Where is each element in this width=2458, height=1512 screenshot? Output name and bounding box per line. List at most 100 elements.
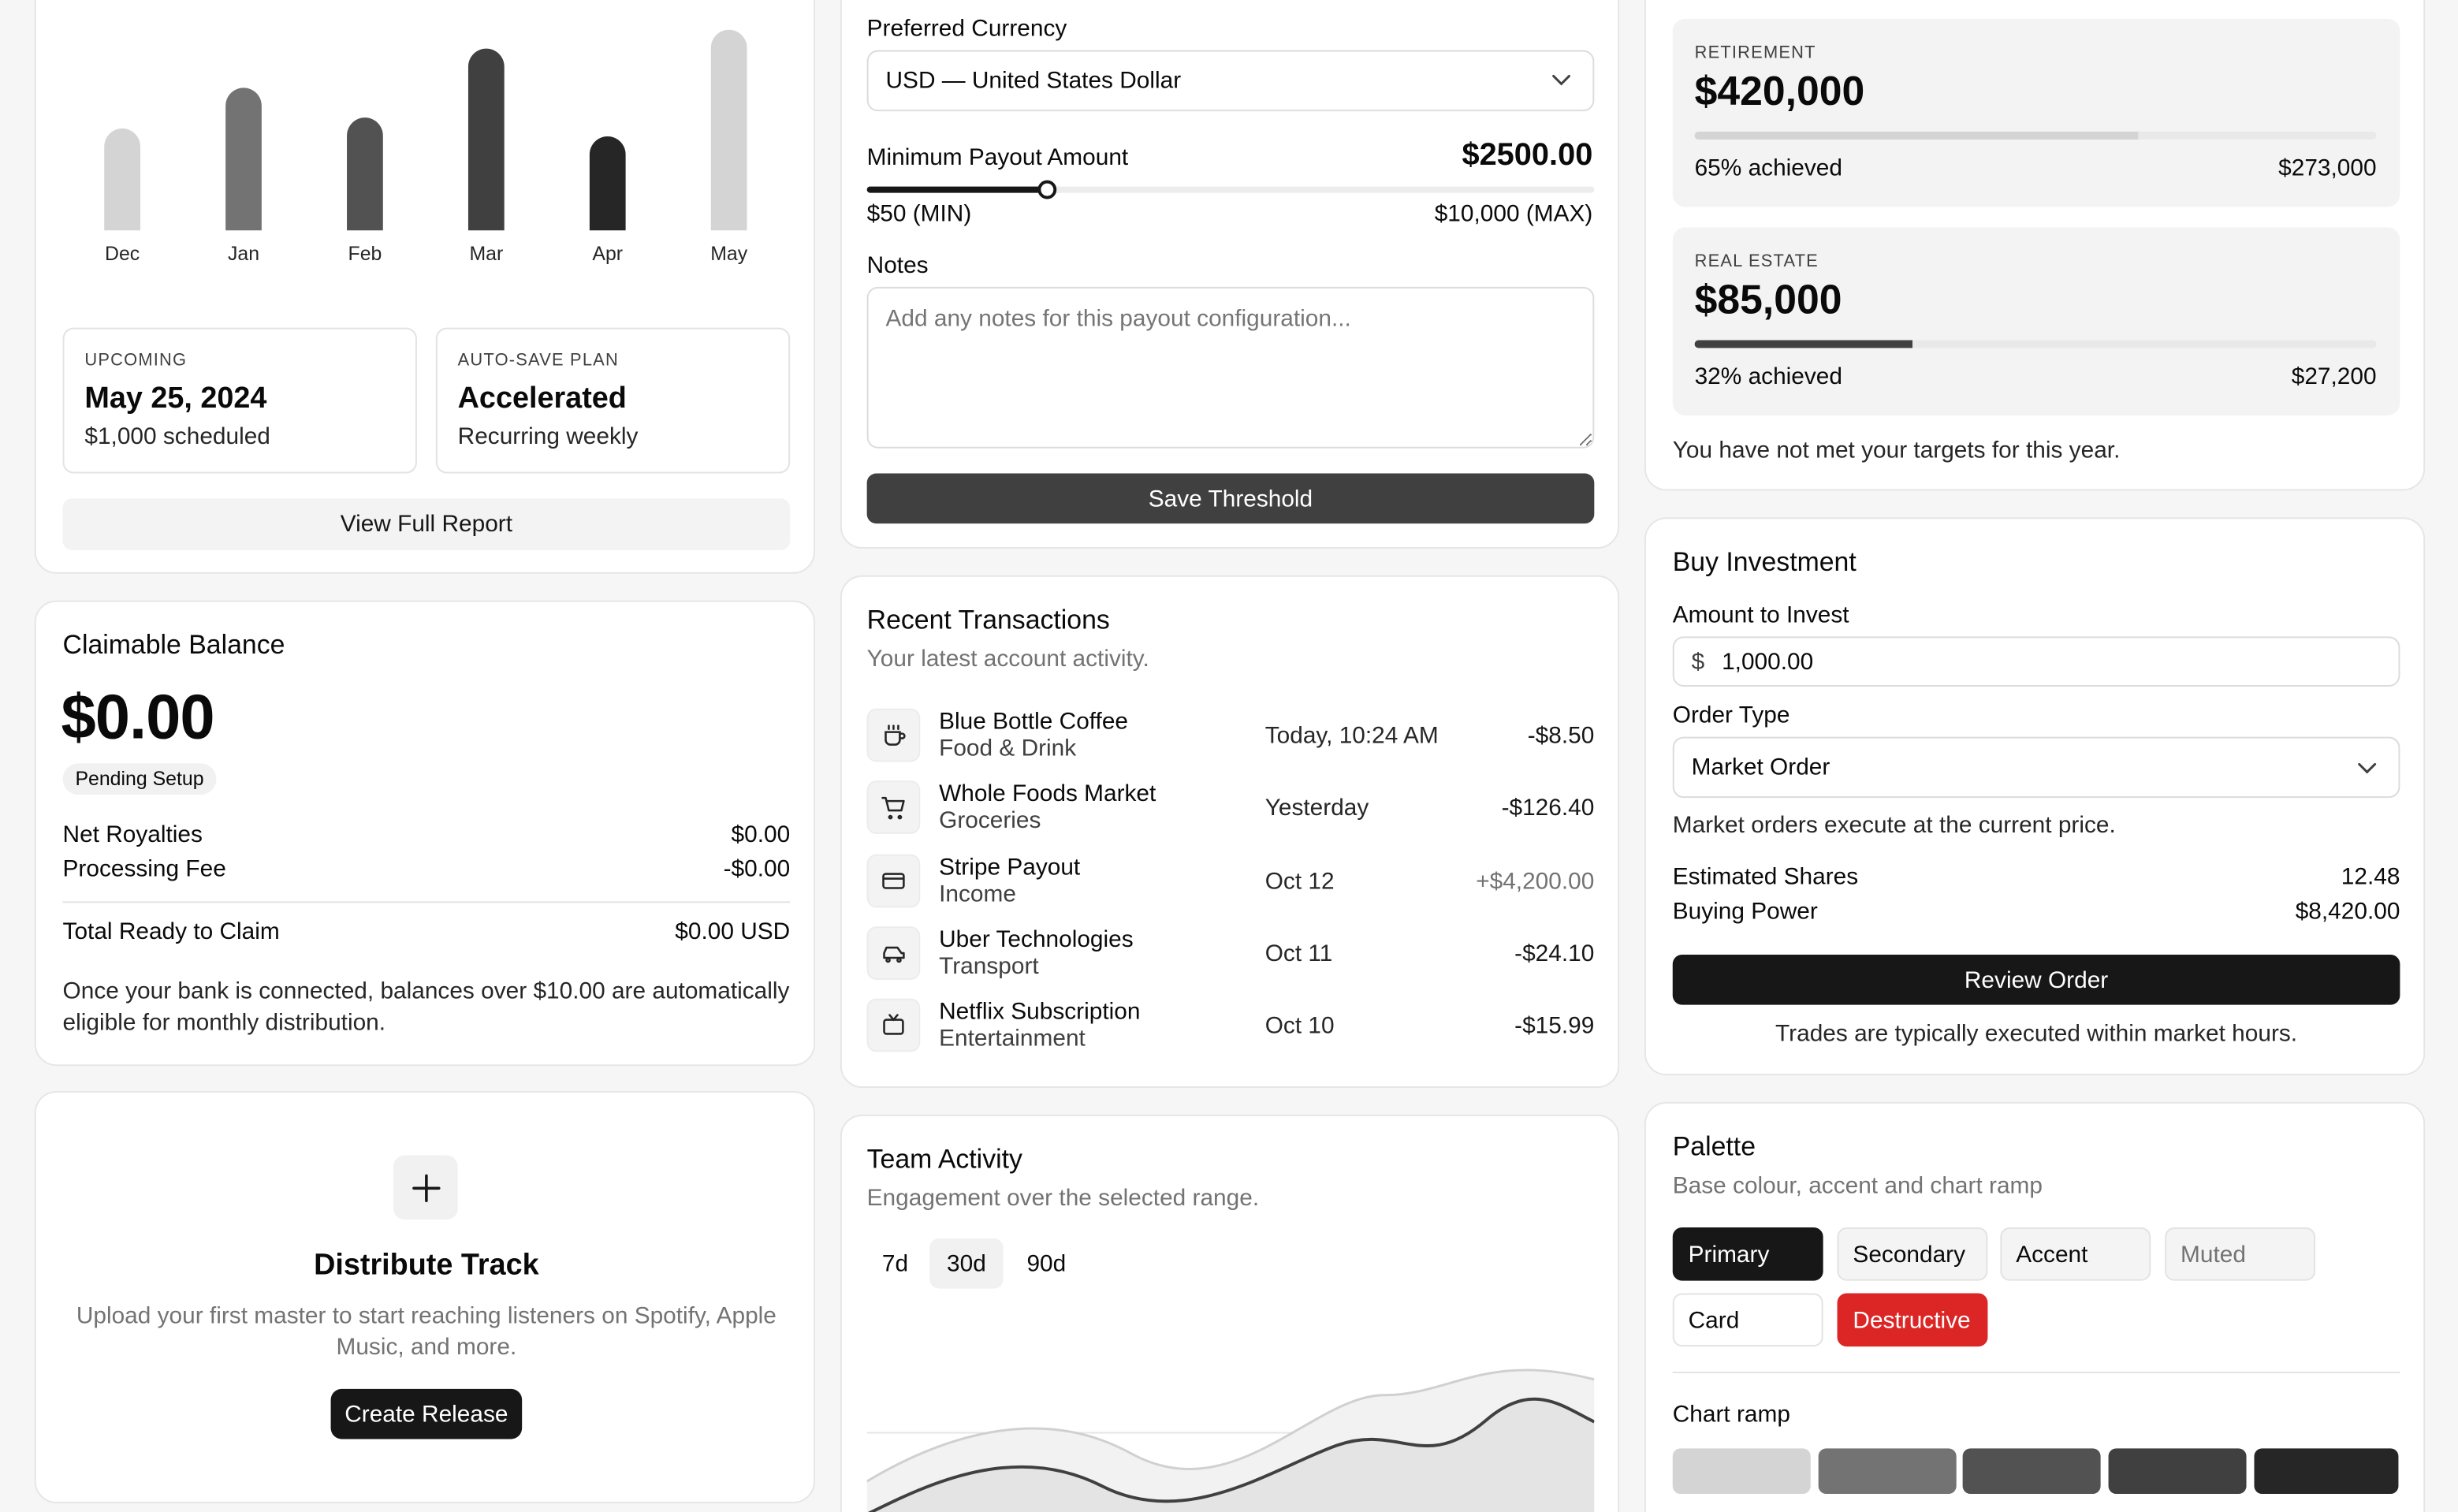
cart-icon <box>866 780 921 835</box>
savings-card: Dec Jan Feb Mar Apr May UPCOMING May 25, 2024… <box>34 0 816 574</box>
bar-dec <box>104 128 140 231</box>
ramp-swatch <box>2254 1448 2399 1495</box>
order-type-label: Order Type <box>1672 702 1790 729</box>
notes-label: Notes <box>866 252 929 279</box>
transaction-row[interactable]: Whole Foods Market Groceries Yesterday -… <box>866 780 1594 838</box>
car-icon <box>866 925 921 980</box>
transaction-row[interactable]: Blue Bottle Coffee Food & Drink Today, 1… <box>866 708 1594 765</box>
chevron-down-icon <box>1552 74 1570 86</box>
bar-may <box>710 29 747 231</box>
order-type-value: Market Order <box>1691 754 1830 781</box>
goal-target: $85,000 <box>1694 275 1842 323</box>
amount-label: Amount to Invest <box>1672 601 1849 629</box>
autosave-label: AUTO-SAVE PLAN <box>457 351 619 371</box>
goal-target: $420,000 <box>1694 67 1865 115</box>
view-full-report-button[interactable]: View Full Report <box>62 498 791 550</box>
slider-min-label: $50 (MIN) <box>866 200 972 228</box>
divider <box>1672 1371 2400 1373</box>
buy-footer: Trades are typically executed within mar… <box>1775 1020 2298 1048</box>
bar-mar <box>467 48 505 231</box>
ramp-swatch <box>1818 1448 1957 1495</box>
processing-fee-row: Processing Fee -$0.00 <box>63 856 791 883</box>
transaction-name: Uber Technologies <box>939 925 1134 953</box>
transaction-date: Today, 10:24 AM <box>1264 722 1439 750</box>
savings-bar-chart: Dec Jan Feb Mar Apr May <box>36 2 814 284</box>
currency-label: Preferred Currency <box>866 15 1067 43</box>
chip-card[interactable]: Card <box>1672 1293 1823 1347</box>
goal-achieved: 65% achieved <box>1694 155 1842 182</box>
plus-icon[interactable] <box>393 1155 458 1220</box>
palette-subtitle: Base colour, accent and chart ramp <box>1672 1172 2043 1200</box>
transaction-category: Income <box>939 880 1016 907</box>
payout-slider[interactable] <box>866 180 1595 199</box>
autosave-box: AUTO-SAVE PLAN Accelerated Recurring wee… <box>435 327 791 474</box>
amount-value: 1,000.00 <box>1722 648 1814 676</box>
transaction-category: Transport <box>939 952 1039 980</box>
palette-title: Palette <box>1672 1131 1756 1162</box>
bar-label: Dec <box>105 244 140 265</box>
buying-power-value: $8,420.00 <box>2295 898 2400 925</box>
goal-progress-track <box>1694 340 2377 348</box>
bar-label: Feb <box>348 244 382 265</box>
upcoming-label: UPCOMING <box>84 351 188 371</box>
total-claim-row: Total Ready to Claim $0.00 USD <box>63 918 791 945</box>
chip-accent[interactable]: Accent <box>2000 1227 2151 1281</box>
distribute-title: Distribute Track <box>314 1249 539 1283</box>
palette-card: Palette Base colour, accent and chart ra… <box>1644 1101 2426 1512</box>
amount-input[interactable]: $ 1,000.00 <box>1672 636 2400 687</box>
goal-retirement: RETIREMENT $420,000 65% achieved $273,00… <box>1672 18 2400 207</box>
goal-label: REAL ESTATE <box>1694 252 1819 272</box>
total-claim-label: Total Ready to Claim <box>62 918 280 946</box>
transaction-row[interactable]: Uber Technologies Transport Oct 11 -$24.… <box>866 925 1594 983</box>
slider-max-label: $10,000 (MAX) <box>1434 200 1593 228</box>
ramp-swatch <box>1672 1448 1811 1495</box>
goal-real-estate: REAL ESTATE $85,000 32% achieved $27,200 <box>1672 227 2400 415</box>
buy-investment-card: Buy Investment Amount to Invest $ 1,000.… <box>1644 517 2426 1076</box>
bar-chart-svg: Dec Jan Feb Mar Apr May <box>104 29 748 265</box>
processing-fee-label: Processing Fee <box>62 855 226 883</box>
total-claim-value: $0.00 USD <box>675 918 791 946</box>
save-threshold-button[interactable]: Save Threshold <box>866 473 1595 524</box>
transaction-date: Oct 10 <box>1264 1012 1335 1040</box>
transactions-title: Recent Transactions <box>866 605 1110 635</box>
chip-destructive[interactable]: Destructive <box>1837 1293 1988 1347</box>
currency-value: USD — United States Dollar <box>885 67 1182 95</box>
bar-label: Jan <box>228 244 259 265</box>
distribute-track-card: Distribute Track Upload your first maste… <box>34 1091 816 1503</box>
team-activity-card: Team Activity Engagement over the select… <box>840 1114 1620 1512</box>
bar-label: May <box>710 244 748 265</box>
transaction-amount: -$15.99 <box>1514 1012 1595 1040</box>
chart-ramp-label: Chart ramp <box>1672 1401 1790 1428</box>
goal-progress-fill <box>1694 340 1913 348</box>
currency-symbol: $ <box>1691 648 1705 676</box>
slider-thumb[interactable] <box>1037 180 1056 199</box>
chip-primary[interactable]: Primary <box>1672 1227 1823 1281</box>
processing-fee-value: -$0.00 <box>723 855 791 883</box>
transaction-date: Oct 12 <box>1264 867 1335 895</box>
range-90d-tab[interactable]: 90d <box>1026 1249 1067 1277</box>
card-icon <box>866 853 921 907</box>
notes-textarea[interactable] <box>866 286 1595 449</box>
min-payout-label: Minimum Payout Amount <box>866 143 1129 171</box>
goal-label: RETIREMENT <box>1694 43 1816 63</box>
bar-label: Apr <box>592 244 623 265</box>
review-order-button[interactable]: Review Order <box>1672 955 2400 1005</box>
ramp-swatch <box>1962 1448 2101 1495</box>
divider <box>62 901 791 903</box>
create-release-button[interactable]: Create Release <box>330 1388 523 1439</box>
goal-progress-track <box>1694 132 2377 140</box>
range-7d-tab[interactable]: 7d <box>881 1249 909 1277</box>
order-type-select[interactable]: Market Order <box>1672 736 2400 799</box>
transaction-row[interactable]: Netflix Subscription Entertainment Oct 1… <box>866 999 1595 1056</box>
payout-settings-card: Preferred Currency USD — United States D… <box>840 0 1620 549</box>
transaction-row[interactable]: Stripe Payout Income Oct 12 +$4,200.00 <box>866 853 1594 911</box>
upcoming-box: UPCOMING May 25, 2024 $1,000 scheduled <box>62 327 417 474</box>
transaction-date: Yesterday <box>1264 795 1369 822</box>
goal-progress-fill <box>1694 132 2138 140</box>
goal-current: $27,200 <box>2291 363 2377 391</box>
chip-secondary[interactable]: Secondary <box>1837 1227 1988 1281</box>
transaction-date: Oct 11 <box>1264 940 1333 967</box>
currency-select[interactable]: USD — United States Dollar <box>866 50 1595 112</box>
range-30d-tab[interactable]: 30d <box>929 1238 1004 1289</box>
chip-muted[interactable]: Muted <box>2165 1227 2316 1281</box>
